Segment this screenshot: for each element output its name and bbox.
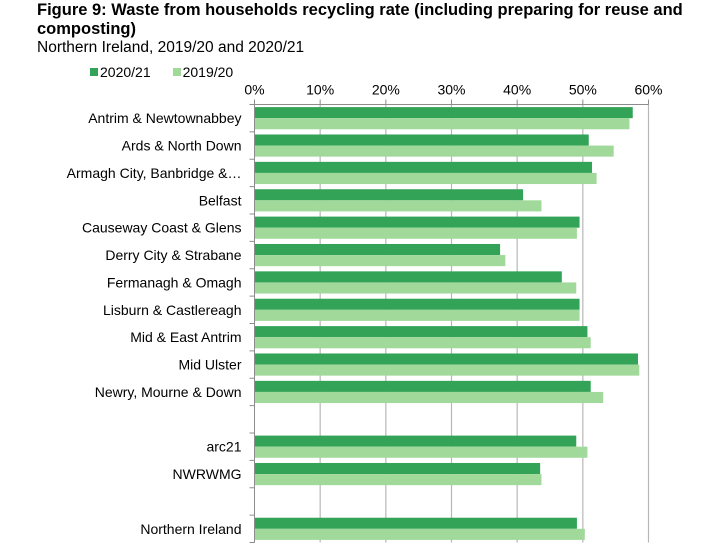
- x-tick-label: 30%: [437, 82, 465, 98]
- axes: [249, 99, 649, 543]
- bar-2020-21: [254, 353, 638, 365]
- x-tick-label: 50%: [569, 82, 597, 98]
- x-tick-label: 10%: [306, 82, 334, 98]
- legend-label-2019-20: 2019/20: [182, 64, 234, 80]
- legend-item-2020-21: 2020/21: [90, 64, 151, 80]
- bar-2019-20: [254, 446, 588, 458]
- category-label: Causeway Coast & Glens: [82, 220, 242, 236]
- bar-2020-21: [254, 243, 501, 256]
- legend-item-2019-20: 2019/20: [172, 64, 234, 80]
- category-label: Fermanagh & Omagh: [107, 274, 242, 290]
- bar-2019-20: [254, 255, 506, 267]
- category-label: Ards & North Down: [122, 138, 242, 154]
- bar-2019-20: [254, 118, 630, 130]
- bar-2019-20: [254, 172, 597, 185]
- category-label: arc21: [206, 439, 241, 455]
- category-label: Northern Ireland: [140, 521, 241, 537]
- bar-2019-20: [254, 145, 614, 157]
- x-tick-labels: 0% 10% 20% 30% 40% 50% 60%: [244, 82, 662, 98]
- category-label: Mid Ulster: [178, 357, 241, 373]
- chart-title: Figure 9: Waste from households recyclin…: [37, 1, 683, 38]
- bar-2020-21: [254, 134, 589, 146]
- bars: [254, 107, 640, 540]
- bar-2020-21: [254, 517, 577, 529]
- category-label: Armagh City, Banbridge &…: [67, 165, 242, 181]
- bar-2020-21: [254, 298, 580, 310]
- bar-2020-21: [254, 216, 580, 228]
- x-tick-label: 0%: [244, 82, 264, 98]
- bar-2019-20: [254, 282, 577, 294]
- category-label: Belfast: [199, 192, 242, 208]
- bar-2019-20: [254, 364, 640, 376]
- bar-2019-20: [254, 474, 542, 486]
- bar-2019-20: [254, 528, 585, 540]
- category-label: Derry City & Strabane: [105, 247, 241, 263]
- bar-2020-21: [254, 462, 541, 475]
- bar-2020-21: [254, 380, 591, 392]
- bar-2020-21: [254, 107, 633, 119]
- category-label: NWRWMG: [173, 466, 242, 482]
- category-labels: Antrim & Newtownabbey Ards & North Down Ar…: [67, 110, 242, 537]
- legend: 2020/21 2019/20: [90, 64, 233, 80]
- x-tick-label: 60%: [634, 82, 662, 98]
- legend-swatch-2019-20: [172, 68, 181, 76]
- legend-label-2020-21: 2020/21: [100, 64, 151, 80]
- x-tick-label: 20%: [372, 82, 400, 98]
- bar-2019-20: [254, 391, 604, 404]
- bar-2020-21: [254, 189, 524, 201]
- bar-2020-21: [254, 161, 593, 173]
- bar-2019-20: [254, 337, 591, 349]
- chart-subtitle: Northern Ireland, 2019/20 and 2020/21: [37, 39, 305, 56]
- bar-2019-20: [254, 227, 577, 239]
- bar-2020-21: [254, 435, 577, 447]
- bar-2020-21: [254, 326, 588, 338]
- category-label: Antrim & Newtownabbey: [88, 110, 241, 126]
- bar-2020-21: [254, 271, 562, 283]
- x-tick-label: 40%: [503, 82, 531, 98]
- legend-swatch-2020-21: [90, 68, 98, 76]
- category-label: Newry, Mourne & Down: [95, 384, 242, 400]
- category-label: Lisburn & Castlereagh: [103, 302, 242, 318]
- bar-2019-20: [254, 200, 542, 212]
- category-label: Mid & East Antrim: [130, 329, 241, 345]
- bar-2019-20: [254, 309, 580, 321]
